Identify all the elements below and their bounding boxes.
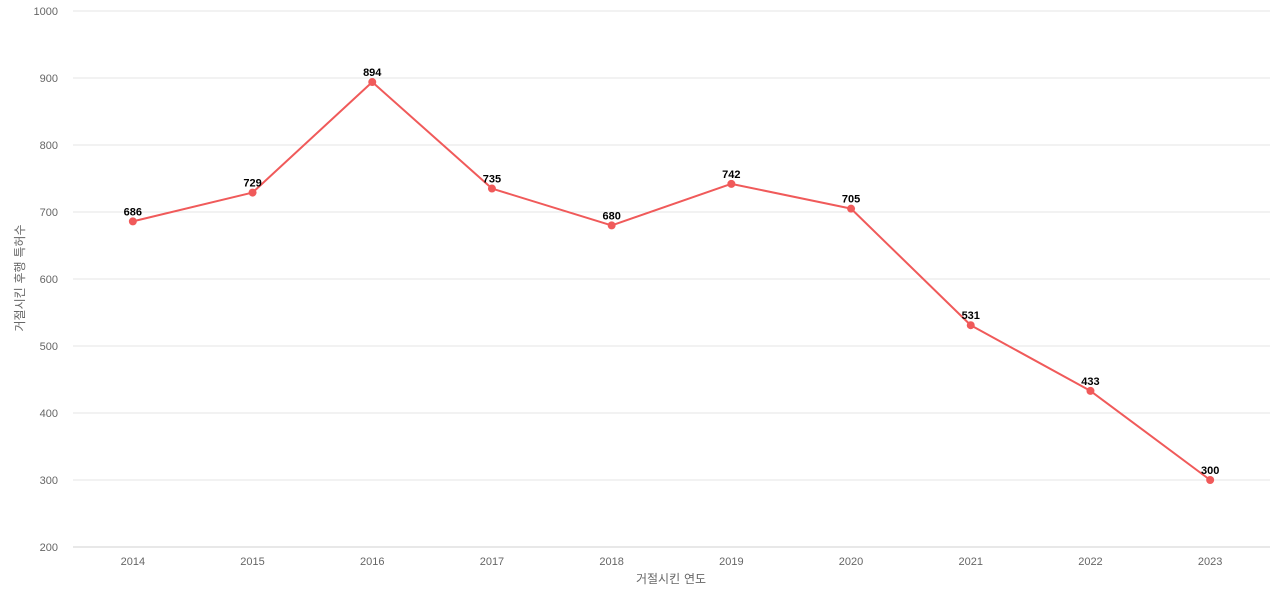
data-label: 729 <box>243 178 261 190</box>
data-label: 686 <box>124 206 142 218</box>
x-tick-label: 2018 <box>599 556 623 568</box>
y-tick-label: 600 <box>40 274 58 286</box>
data-label: 705 <box>842 194 860 206</box>
data-label: 735 <box>483 174 501 186</box>
data-label: 300 <box>1201 465 1219 477</box>
data-point[interactable] <box>128 217 137 226</box>
x-tick-label: 2016 <box>360 556 384 568</box>
series-line <box>132 81 1211 481</box>
data-point[interactable] <box>847 204 856 213</box>
data-label: 742 <box>722 169 740 181</box>
y-tick-label: 800 <box>40 140 58 152</box>
y-axis-title: 거절시킨 후행 특허수 <box>12 225 27 332</box>
y-tick-label: 500 <box>40 341 58 353</box>
x-tick-label: 2021 <box>959 556 983 568</box>
data-label: 680 <box>602 210 620 222</box>
data-point[interactable] <box>368 78 377 87</box>
data-label: 433 <box>1081 376 1099 388</box>
data-point[interactable] <box>1086 386 1095 395</box>
data-label: 531 <box>962 310 980 322</box>
x-tick-label: 2019 <box>719 556 743 568</box>
y-tick-label: 400 <box>40 408 58 420</box>
data-point[interactable] <box>966 321 975 330</box>
x-tick-label: 2017 <box>480 556 504 568</box>
x-tick-label: 2020 <box>839 556 863 568</box>
data-point[interactable] <box>727 179 736 188</box>
x-tick-label: 2023 <box>1198 556 1222 568</box>
axes: 200 300 400 500 600 700 800 900 1000 2014 2015 2016… <box>34 6 1270 568</box>
data-point[interactable] <box>1206 476 1215 484</box>
data-label: 894 <box>363 67 382 79</box>
x-tick-label: 2014 <box>121 556 145 568</box>
x-tick-label: 2015 <box>240 556 264 568</box>
y-tick-label: 200 <box>40 542 58 554</box>
y-tick-label: 900 <box>40 73 58 85</box>
data-point[interactable] <box>487 184 496 193</box>
x-axis-title: 거절시킨 연도 <box>636 572 706 586</box>
gridlines <box>73 10 1270 481</box>
data-labels: 686 729 894 735 680 742 705 531 433 300 <box>124 67 1220 477</box>
y-tick-label: 300 <box>40 475 58 487</box>
data-point[interactable] <box>607 221 616 230</box>
y-tick-label: 700 <box>40 207 58 219</box>
data-point[interactable] <box>248 188 257 197</box>
x-tick-label: 2022 <box>1078 556 1102 568</box>
y-tick-label: 1000 <box>34 6 58 18</box>
series-layer <box>128 78 1215 484</box>
